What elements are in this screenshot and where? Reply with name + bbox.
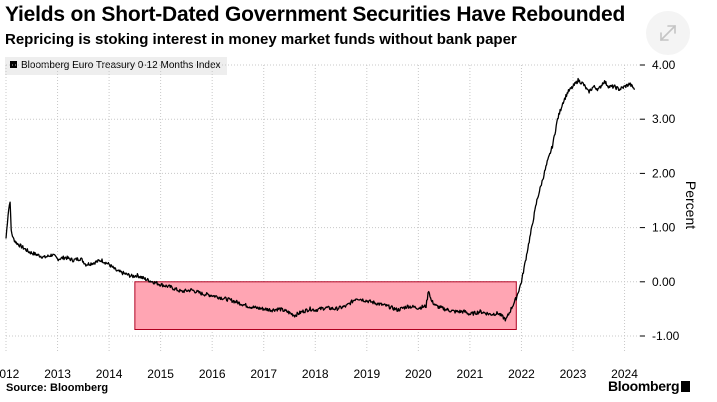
x-tick-label: 2014: [96, 367, 123, 381]
x-tick-label: 2013: [44, 367, 71, 381]
x-tick-label: 2015: [147, 367, 174, 381]
y-tick-label: 1.00: [652, 221, 676, 235]
x-tick-label: 2017: [250, 367, 277, 381]
y-axis-label: Percent: [683, 181, 699, 229]
highlight-layer: [134, 281, 517, 330]
legend-swatch: [10, 61, 17, 68]
brand-name: Bloomberg: [608, 378, 680, 394]
x-tick-label: 2012: [0, 367, 20, 381]
x-tick-label: 2024: [611, 367, 638, 381]
series-line-0: [5, 77, 636, 322]
gridlines: [5, 64, 640, 352]
brand-mark-icon: [681, 381, 691, 392]
x-axis: 2012 2013 2014 2015 2016 2017 2018 2019 2020 2021…: [0, 367, 638, 381]
x-tick-label: 2016: [199, 367, 226, 381]
y-tick-label: 4.00: [652, 58, 676, 72]
x-tick-label: 2022: [508, 367, 535, 381]
y-tick-label: -1.00: [652, 329, 680, 343]
source-note: Source: Bloomberg: [6, 382, 109, 394]
y-tick-label: 0.00: [652, 275, 676, 289]
series-layer: [5, 77, 636, 322]
x-tick-label: 2023: [560, 367, 587, 381]
x-tick-label: 2020: [405, 367, 432, 381]
chart-subtitle: Repricing is stoking interest in money m…: [5, 31, 517, 48]
x-tick-label: 2021: [457, 367, 484, 381]
y-axis: 4.00 3.00 2.00 1.00 0.00 -1.00: [640, 58, 680, 343]
bloomberg-logo: Bloomberg: [608, 378, 691, 394]
expand-arrows-icon: [660, 25, 676, 41]
negative-yield-highlight: [134, 281, 517, 330]
y-tick-label: 3.00: [652, 112, 676, 126]
x-tick-label: 2018: [302, 367, 329, 381]
x-tick-label: 2019: [353, 367, 380, 381]
chart-title: Yields on Short-Dated Government Securit…: [5, 3, 626, 26]
y-tick-label: 2.00: [652, 166, 676, 180]
expand-icon[interactable]: [646, 11, 690, 55]
